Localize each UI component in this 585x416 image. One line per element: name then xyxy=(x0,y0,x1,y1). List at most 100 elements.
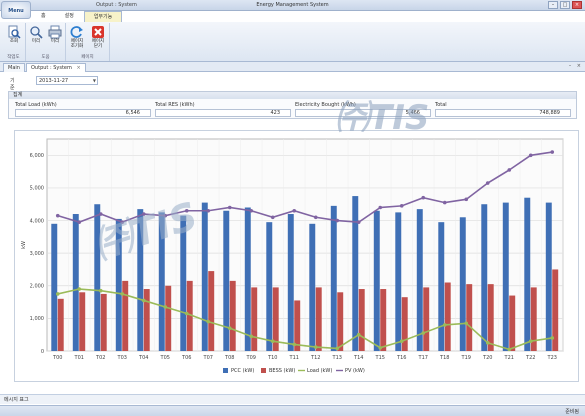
ribbon-tabs: 홈 설정 업무기능 xyxy=(32,11,123,22)
bar-pcc xyxy=(115,218,122,351)
title-bar: Menu Output : System Energy Management S… xyxy=(0,0,585,19)
data-point-pv xyxy=(184,208,189,213)
data-point-load xyxy=(141,298,146,303)
status-bar: 준비됨 xyxy=(0,405,585,416)
group-label: 작업도 xyxy=(7,55,20,60)
bar-pcc xyxy=(266,222,273,351)
x-tick-label: T23 xyxy=(547,355,557,361)
x-tick-label: T05 xyxy=(160,355,170,361)
x-tick-label: T10 xyxy=(267,355,277,361)
preview-button-label: 미리 xyxy=(31,39,41,44)
data-point-pv xyxy=(227,205,232,210)
bar-pcc xyxy=(244,207,251,351)
summary-panel: 집계 Total Load (kWh) 6,546 Total RES (kWh… xyxy=(8,91,577,119)
y-tick-label: 0 xyxy=(41,349,44,355)
summary-item: Total RES (kWh) 423 xyxy=(155,102,291,117)
bar-pcc xyxy=(459,217,466,351)
bar-bess xyxy=(358,289,365,351)
legend-label: BESS (kW) xyxy=(269,368,295,374)
data-point-pv xyxy=(55,213,60,218)
page-reset-button[interactable]: 페이지 조기화 xyxy=(67,24,87,52)
ribbon-group-view: 조회 작업도 xyxy=(2,23,26,61)
bar-pcc xyxy=(51,223,58,351)
preview-button[interactable]: 미리 xyxy=(26,24,46,52)
data-point-pv xyxy=(378,205,383,210)
bar-pcc xyxy=(416,209,423,351)
summary-value: 748,889 xyxy=(435,109,571,117)
summary-label: Total RES (kWh) xyxy=(155,102,195,108)
status-ready: 준비됨 xyxy=(565,409,579,415)
x-tick-label: T03 xyxy=(117,355,127,361)
series-line-pv xyxy=(57,151,553,224)
date-picker[interactable]: 2013-11-27 ▼ xyxy=(36,76,98,85)
summary-label: Total xyxy=(435,102,447,108)
summary-label: Electricity Bought (kWh) xyxy=(295,102,356,108)
x-tick-label: T00 xyxy=(52,355,62,361)
data-point-load xyxy=(292,342,297,347)
tab-output-system[interactable]: Output : System × xyxy=(26,63,86,72)
page-close-button[interactable]: 페이지 닫기 xyxy=(88,24,108,52)
close-tab-icon[interactable]: × xyxy=(76,65,81,71)
close-window-button[interactable]: × xyxy=(572,1,582,9)
tool-context-label: Output : System xyxy=(96,2,137,8)
data-point-load xyxy=(550,336,555,340)
bar-bess xyxy=(401,297,408,351)
bar-pcc xyxy=(94,204,101,351)
data-point-load xyxy=(77,287,82,291)
tab-functions[interactable]: 업무기능 xyxy=(83,11,123,22)
doc-minimize-icon[interactable]: – xyxy=(568,63,572,69)
status-message: 메시지 표그 xyxy=(4,397,29,403)
ribbon-group-page: 페이지 조기화 페이지 닫기 페이지 xyxy=(66,23,110,61)
x-tick-label: T04 xyxy=(138,355,148,361)
maximize-button[interactable]: □ xyxy=(560,1,570,9)
data-point-load xyxy=(378,345,383,350)
chart-container: 0 1,000 2,000 3,000 4,000 5,000 6,000 kW T00 T01 T… xyxy=(14,130,579,382)
data-point-load xyxy=(120,292,125,296)
x-tick-label: T19 xyxy=(461,355,471,361)
data-point-pv xyxy=(77,220,82,224)
minimize-button[interactable]: – xyxy=(548,1,558,9)
tab-settings[interactable]: 설정 xyxy=(64,13,74,19)
chevron-down-icon[interactable]: ▼ xyxy=(92,78,96,83)
bar-bess xyxy=(100,293,107,351)
bar-bess xyxy=(509,295,516,351)
x-tick-label: T21 xyxy=(504,355,514,361)
bar-bess xyxy=(229,280,236,351)
x-tick-label: T08 xyxy=(224,355,234,361)
bar-pcc xyxy=(137,209,144,351)
data-point-pv xyxy=(98,212,103,216)
data-point-pv xyxy=(206,208,211,213)
x-tick-label: T20 xyxy=(482,355,492,361)
query-button[interactable]: 조회 xyxy=(4,24,24,52)
summary-value: 6,546 xyxy=(15,109,151,117)
tab-main[interactable]: Main xyxy=(3,63,25,72)
app-menu-button[interactable]: Menu xyxy=(1,1,31,19)
x-tick-label: T06 xyxy=(181,355,191,361)
print-icon xyxy=(48,25,62,39)
data-point-pv xyxy=(485,181,490,185)
group-label: 도움 xyxy=(41,55,50,60)
x-tick-label: T02 xyxy=(95,355,105,361)
legend-label: PV (kW) xyxy=(345,368,365,374)
x-tick-label: T11 xyxy=(289,355,299,361)
tab-home[interactable]: 홈 xyxy=(41,13,46,19)
data-point-load xyxy=(356,332,361,337)
x-tick-label: T01 xyxy=(74,355,84,361)
data-point-pv xyxy=(335,218,340,223)
bar-pcc xyxy=(72,214,79,351)
doc-close-icon[interactable]: × xyxy=(576,63,581,69)
y-axis-label: kW xyxy=(21,241,27,249)
data-point-pv xyxy=(507,168,512,172)
data-point-pv xyxy=(313,215,318,220)
date-value: 2013-11-27 xyxy=(39,78,69,84)
data-point-load xyxy=(227,326,232,330)
data-point-pv xyxy=(421,195,426,200)
data-point-pv xyxy=(292,208,297,213)
bar-bess xyxy=(186,280,193,351)
energy-chart: 0 1,000 2,000 3,000 4,000 5,000 6,000 kW T00 T01 T… xyxy=(21,138,564,374)
group-label: 페이지 xyxy=(81,55,94,60)
data-point-load xyxy=(313,345,318,349)
tab-output-label: Output : System xyxy=(31,65,72,71)
print-button[interactable]: 미리 xyxy=(45,24,65,52)
ribbon-group-help: 미리 미리 도움 xyxy=(26,23,66,61)
